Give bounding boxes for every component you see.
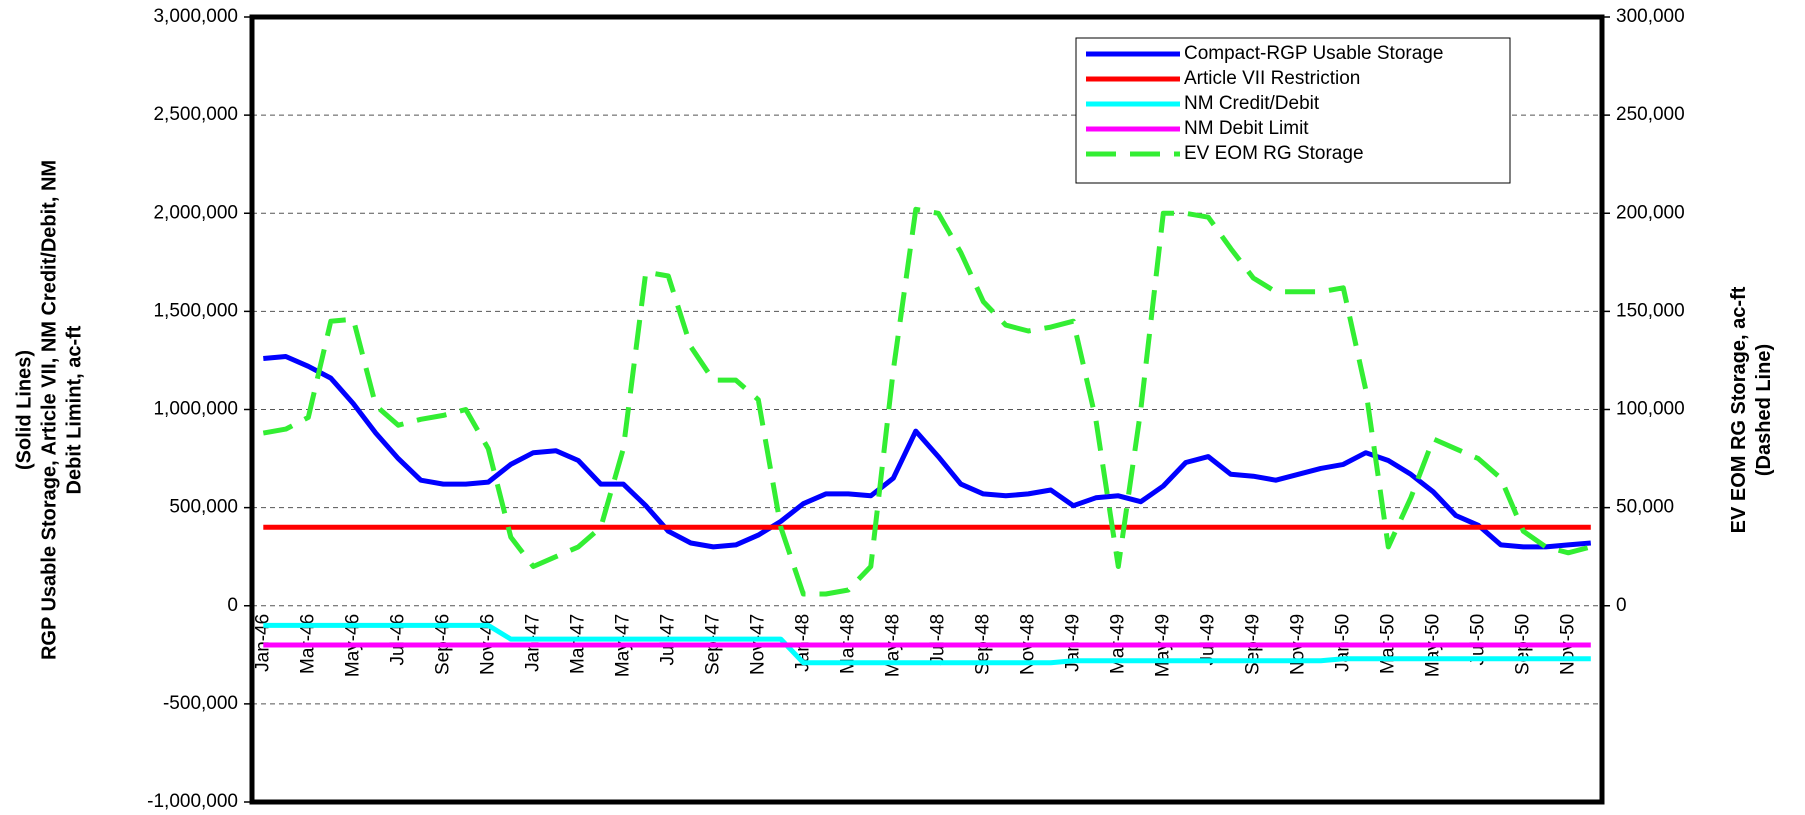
plot-frame — [249, 14, 1605, 805]
legend-label: Article VII Restriction — [1184, 68, 1360, 89]
y2-tick-label: 0 — [1616, 595, 1627, 616]
y2-tick-label: 200,000 — [1616, 202, 1685, 223]
series-line — [262, 206, 1592, 597]
y-tick-label: 1,000,000 — [153, 399, 238, 420]
x-tick-label: Jan-46 — [252, 614, 273, 672]
y-tick-label: -500,000 — [163, 693, 238, 714]
series-line — [263, 354, 1592, 550]
legend-label: NM Credit/Debit — [1184, 93, 1320, 114]
y-axis-title: Debit Limint, ac-ft — [63, 325, 85, 494]
y-tick-label: 3,000,000 — [153, 6, 238, 27]
y2-axis-title: EV EOM RG Storage, ac-ft — [1728, 286, 1750, 533]
y-axis-title: (Solid Lines) — [13, 350, 35, 470]
y-tick-label: 0 — [227, 595, 238, 616]
y-tick-label: 1,500,000 — [153, 300, 238, 321]
y-tick-label: 500,000 — [169, 497, 238, 518]
x-tick-label: Jul-48 — [927, 614, 948, 666]
y-tick-label: -1,000,000 — [147, 791, 238, 812]
y2-tick-label: 100,000 — [1616, 399, 1685, 420]
x-tick-label: Jul-46 — [387, 614, 408, 666]
y-tick-label: 2,500,000 — [153, 104, 238, 125]
y2-axis-title: (Dashed Line) — [1753, 344, 1775, 476]
legend-box — [1075, 37, 1511, 184]
x-tick-label: Jul-49 — [1197, 614, 1218, 666]
y2-tick-label: 250,000 — [1616, 104, 1685, 125]
y-tick-label: 2,000,000 — [153, 202, 238, 223]
y2-tick-label: 50,000 — [1616, 497, 1674, 518]
legend-label: Compact-RGP Usable Storage — [1184, 43, 1443, 64]
legend-label: EV EOM RG Storage — [1184, 143, 1364, 164]
y2-tick-label: 150,000 — [1616, 300, 1685, 321]
y2-tick-label: 300,000 — [1616, 6, 1685, 27]
series-line — [263, 622, 1591, 666]
y-axis-title: RGP Usable Storage, Article VII, NM Cred… — [38, 160, 60, 660]
legend-label: NM Debit Limit — [1184, 118, 1309, 139]
x-tick-label: Jul-50 — [1467, 614, 1488, 666]
